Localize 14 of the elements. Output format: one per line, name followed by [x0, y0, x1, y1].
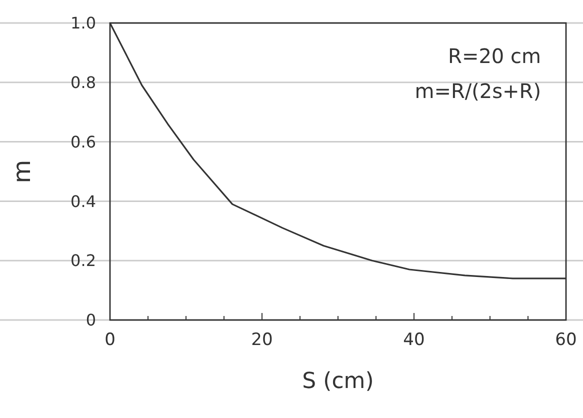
y-tick-label: 1.0: [70, 14, 96, 33]
y-tick-label: 0.4: [70, 192, 96, 211]
y-axis-title: m: [8, 160, 36, 184]
y-tick-label: 0.6: [70, 132, 96, 152]
y-tick-label: 0.2: [70, 251, 96, 270]
x-tick-label: 0: [104, 330, 116, 350]
x-tick-label: 60: [555, 330, 577, 350]
x-axis-title: S (cm): [302, 369, 374, 394]
x-tick-label: 40: [403, 330, 425, 350]
annotation: R=20 cm: [448, 44, 541, 68]
y-tick-label: 0.8: [70, 73, 96, 92]
y-tick-label: 0: [86, 310, 96, 330]
annotation: m=R/(2s+R): [414, 79, 541, 103]
x-tick-label: 20: [251, 330, 273, 350]
